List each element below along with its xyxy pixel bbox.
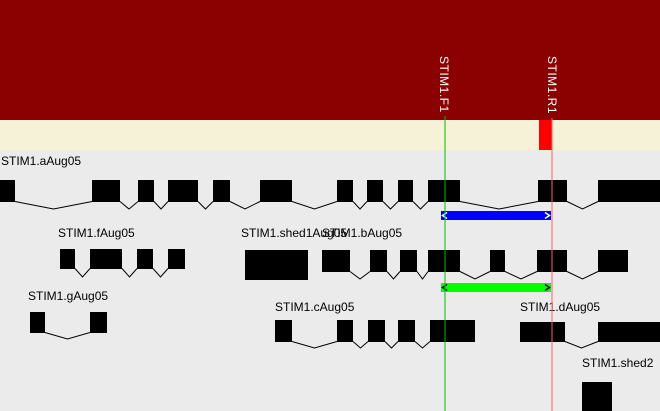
exon-box[interactable] <box>370 250 387 272</box>
intron-line <box>152 268 169 278</box>
exon-box[interactable] <box>537 250 567 272</box>
gene-model-STIM1.shed1Aug05[interactable] <box>245 250 308 280</box>
intron-line <box>121 268 138 278</box>
exon-box[interactable] <box>398 320 415 342</box>
intron-line <box>384 341 399 349</box>
blue-range-bar[interactable] <box>441 211 551 220</box>
gene-label-stim1-a[interactable]: STIM1.aAug05 <box>1 154 82 168</box>
gene-model-STIM1.gAug05[interactable] <box>30 312 107 340</box>
intron-line <box>564 341 599 349</box>
exon-box[interactable] <box>400 250 417 272</box>
gene-label-stim1-f[interactable]: STIM1.fAug05 <box>58 226 135 240</box>
intron-line <box>197 201 214 210</box>
exon-box[interactable] <box>368 320 385 342</box>
maroon-band <box>0 0 660 120</box>
exon-box[interactable] <box>520 322 565 342</box>
gene-label-stim1-g[interactable]: STIM1.gAug05 <box>28 289 109 303</box>
intron-line <box>459 201 539 210</box>
exon-box[interactable] <box>582 382 612 411</box>
exon-box[interactable] <box>538 180 567 202</box>
exon-box[interactable] <box>213 180 230 202</box>
gene-label-stim1-b[interactable]: STIM1.bAug05 <box>322 226 403 240</box>
intron-line <box>386 271 401 280</box>
exon-box[interactable] <box>30 312 45 333</box>
exon-box[interactable] <box>428 250 460 272</box>
intron-line <box>504 271 538 280</box>
exon-box[interactable] <box>398 180 413 202</box>
exon-box[interactable] <box>245 250 308 280</box>
marker-label-r1: STIM1.R1 <box>545 56 559 115</box>
intron-line <box>382 201 399 210</box>
exon-box[interactable] <box>137 249 153 269</box>
exon-box[interactable] <box>598 322 660 342</box>
exon-box[interactable] <box>168 249 185 269</box>
exon-box[interactable] <box>490 250 505 272</box>
intron-line <box>459 271 491 280</box>
exon-box[interactable] <box>598 250 628 272</box>
exon-box[interactable] <box>138 180 154 202</box>
left-arrow-icon <box>441 211 448 220</box>
blue-range-bar-body[interactable] <box>441 211 551 220</box>
exon-box[interactable] <box>260 180 292 202</box>
exon-box[interactable] <box>60 249 75 269</box>
gene-model-STIM1.bAug05[interactable] <box>322 250 628 280</box>
exon-box[interactable] <box>430 320 475 342</box>
gene-label-stim1-shed2[interactable]: STIM1.shed2 <box>582 356 654 370</box>
exon-box[interactable] <box>92 180 120 202</box>
intron-line <box>119 201 139 210</box>
exon-box[interactable] <box>0 180 15 202</box>
gene-model-STIM1.aAug05[interactable] <box>0 180 660 210</box>
intron-line <box>349 271 371 280</box>
intron-line <box>566 271 599 280</box>
left-arrow-icon <box>441 283 448 292</box>
exon-box[interactable] <box>322 250 350 272</box>
intron-line <box>416 271 429 280</box>
exon-box[interactable] <box>367 180 383 202</box>
exon-box[interactable] <box>275 320 292 342</box>
gene-model-STIM1.fAug05[interactable] <box>60 249 185 278</box>
intron-line <box>74 268 91 278</box>
gene-label-stim1-d[interactable]: STIM1.dAug05 <box>520 300 601 314</box>
intron-line <box>44 332 91 340</box>
gene-model-STIM1.dAug05[interactable] <box>520 322 660 349</box>
exon-box[interactable] <box>168 180 198 202</box>
exon-box[interactable] <box>598 180 660 202</box>
intron-line <box>352 341 369 349</box>
marker-label-f1: STIM1.F1 <box>437 56 451 113</box>
intron-line <box>229 201 261 210</box>
green-range-bar[interactable] <box>441 283 551 292</box>
right-arrow-icon <box>544 211 551 220</box>
right-arrow-icon <box>544 283 551 292</box>
gene-label-stim1-shed1[interactable]: STIM1.shed1Aug05 <box>241 226 348 240</box>
intron-line <box>14 201 93 210</box>
gene-model-STIM1.cAug05[interactable] <box>275 320 475 349</box>
intron-line <box>412 201 429 210</box>
intron-line <box>414 341 431 349</box>
gene-model-STIM1.shed2[interactable] <box>582 382 612 411</box>
exon-box[interactable] <box>337 180 353 202</box>
cream-band <box>0 120 660 150</box>
exon-box[interactable] <box>90 249 122 269</box>
green-range-bar-body[interactable] <box>441 283 551 292</box>
gene-label-stim1-c[interactable]: STIM1.cAug05 <box>275 300 355 314</box>
intron-line <box>352 201 368 210</box>
intron-line <box>153 201 169 210</box>
exon-box[interactable] <box>428 180 460 202</box>
exon-box[interactable] <box>90 312 107 333</box>
intron-line <box>291 201 338 210</box>
intron-line <box>291 341 338 349</box>
intron-line <box>566 201 599 210</box>
exon-box[interactable] <box>337 320 353 342</box>
